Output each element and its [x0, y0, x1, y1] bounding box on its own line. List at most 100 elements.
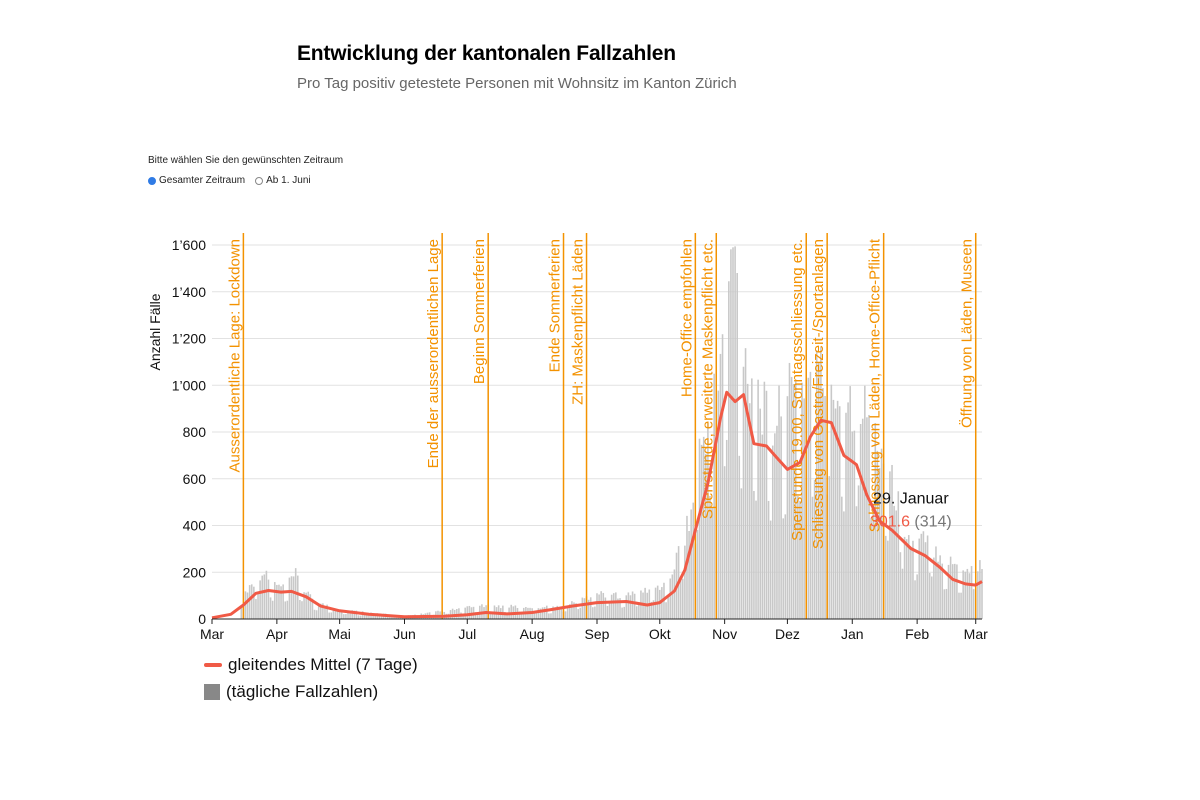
- daily-bar: [606, 605, 609, 619]
- daily-bar: [594, 606, 596, 619]
- daily-bar: [533, 611, 536, 619]
- daily-bar: [788, 362, 791, 619]
- daily-bar: [937, 561, 939, 619]
- daily-bar: [960, 592, 962, 619]
- daily-bar: [451, 608, 454, 619]
- daily-bar: [897, 491, 900, 619]
- daily-bar: [824, 396, 826, 619]
- x-tick-label: Feb: [905, 626, 929, 642]
- daily-bar: [784, 514, 787, 619]
- tooltip-values: 301.6 (314): [870, 514, 952, 531]
- daily-bar: [732, 247, 734, 620]
- daily-bar: [834, 408, 837, 619]
- x-tick-label: Jul: [458, 626, 476, 642]
- radio-selected-icon[interactable]: [148, 176, 156, 185]
- y-axis-label: Anzahl Fälle: [147, 293, 163, 370]
- daily-bar: [830, 384, 833, 619]
- daily-bar: [328, 612, 330, 619]
- daily-bar: [918, 538, 921, 619]
- daily-bar: [311, 598, 314, 619]
- daily-bar: [556, 605, 559, 619]
- daily-bar: [250, 584, 253, 619]
- x-tick-label: Mar: [964, 626, 988, 642]
- daily-bar: [332, 608, 335, 619]
- daily-bar: [263, 574, 266, 619]
- daily-bar: [765, 390, 768, 619]
- daily-bar: [859, 424, 862, 619]
- daily-bar: [797, 496, 799, 619]
- y-tick-label: 800: [183, 424, 207, 440]
- daily-bar: [698, 438, 701, 619]
- daily-bar: [811, 496, 814, 619]
- daily-bar: [893, 505, 895, 619]
- daily-bar: [604, 597, 607, 619]
- daily-bar: [759, 408, 761, 619]
- daily-bar: [849, 386, 851, 619]
- daily-bar: [954, 563, 956, 619]
- daily-bar: [864, 385, 866, 619]
- daily-bar: [466, 606, 469, 619]
- daily-bar: [474, 612, 477, 619]
- daily-bar: [815, 350, 818, 619]
- daily-bar: [728, 281, 730, 619]
- daily-bar: [476, 612, 479, 619]
- radio-gesamter-zeitraum[interactable]: Gesamter Zeitraum: [148, 175, 245, 186]
- daily-bar: [966, 568, 969, 619]
- daily-bar: [891, 464, 893, 619]
- daily-bar: [801, 382, 803, 619]
- mean-line[interactable]: [211, 390, 983, 620]
- daily-bar: [282, 584, 284, 619]
- daily-bar: [351, 610, 353, 619]
- daily-bar: [832, 399, 835, 619]
- daily-bar: [303, 592, 305, 619]
- legend-label-mean: gleitendes Mittel (7 Tage): [228, 654, 418, 674]
- daily-bar: [667, 596, 669, 619]
- daily-bar: [598, 594, 600, 619]
- daily-bar: [725, 439, 728, 619]
- daily-bar: [273, 582, 276, 619]
- radio-ab-1-juni[interactable]: Ab 1. Juni: [255, 175, 311, 186]
- daily-bar: [573, 602, 575, 619]
- y-tick-label: 1’400: [172, 284, 206, 300]
- daily-bar: [723, 466, 726, 619]
- event-label: Sperrstunde 19.00, Sonntagsschliessung e…: [789, 239, 806, 541]
- daily-bar: [964, 571, 967, 619]
- daily-bar: [545, 605, 548, 619]
- daily-bar: [560, 607, 563, 619]
- daily-bar: [290, 576, 293, 619]
- daily-bar: [843, 511, 845, 619]
- daily-bar: [357, 615, 360, 619]
- legend-item-daily[interactable]: (tägliche Fallzahlen): [204, 678, 418, 705]
- daily-bar: [372, 615, 374, 619]
- daily-bar: [809, 371, 812, 619]
- x-tick-label: Jan: [841, 626, 864, 642]
- daily-bar: [638, 602, 640, 619]
- daily-bar: [799, 500, 801, 619]
- daily-bar: [596, 593, 598, 619]
- daily-bar: [317, 605, 320, 619]
- daily-bar: [338, 610, 341, 619]
- daily-bar: [734, 246, 736, 619]
- daily-bar: [977, 571, 979, 619]
- daily-bar: [334, 609, 337, 619]
- daily-bar: [635, 606, 638, 619]
- x-tick-label: Okt: [649, 626, 671, 642]
- daily-bar: [610, 594, 613, 619]
- daily-bar: [912, 540, 914, 619]
- radio-unselected-icon[interactable]: [255, 176, 264, 185]
- daily-bar: [278, 584, 280, 619]
- daily-bar: [981, 569, 983, 619]
- daily-bar: [359, 615, 362, 619]
- daily-bar: [583, 598, 586, 619]
- daily-bar: [506, 612, 508, 619]
- daily-bar: [244, 591, 247, 619]
- daily-bar: [941, 563, 944, 619]
- daily-bar: [661, 587, 663, 619]
- daily-bar: [389, 616, 391, 619]
- daily-bar: [696, 529, 699, 619]
- legend-item-mean[interactable]: gleitendes Mittel (7 Tage): [204, 651, 418, 678]
- daily-bar: [907, 535, 910, 619]
- daily-bar: [717, 390, 720, 619]
- daily-bar: [713, 373, 715, 619]
- daily-bar: [924, 542, 927, 619]
